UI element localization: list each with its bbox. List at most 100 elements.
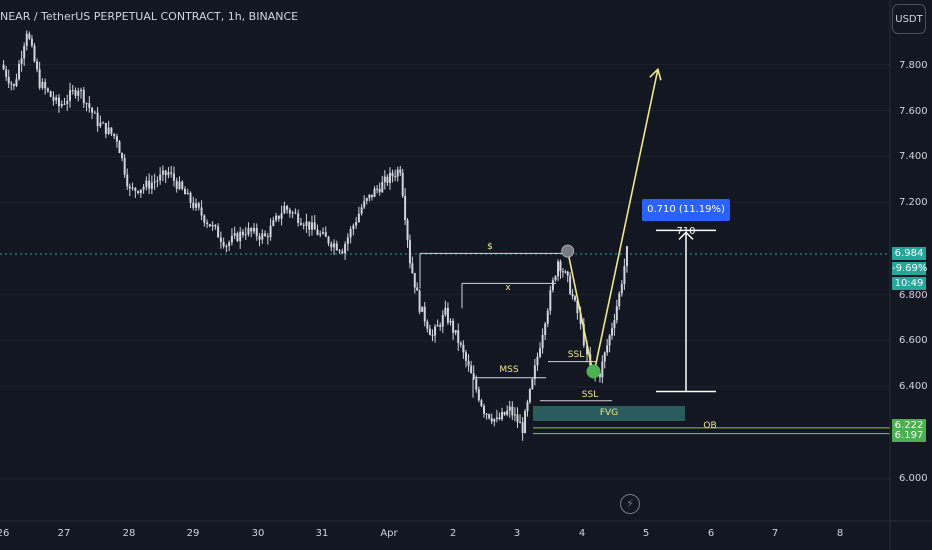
candle-body xyxy=(579,313,582,325)
candle-body xyxy=(288,209,291,214)
price-tick: 6.400 xyxy=(899,381,928,392)
candle-body xyxy=(513,414,516,416)
candle-body xyxy=(416,287,419,291)
projection-arrowhead xyxy=(649,67,662,81)
candle-body xyxy=(115,136,118,142)
candle-body xyxy=(131,187,134,189)
currency-button[interactable]: USDT xyxy=(892,4,926,34)
candle-body xyxy=(401,172,404,196)
price-tick: 6.000 xyxy=(899,473,928,484)
candle-body xyxy=(225,245,228,247)
candle-body xyxy=(462,344,465,353)
candle-body xyxy=(495,417,498,420)
candle-body xyxy=(546,310,549,324)
price-tick: 7.600 xyxy=(899,106,928,117)
candle-body xyxy=(46,88,49,92)
candle-body xyxy=(446,307,449,323)
ob-label: OB xyxy=(703,421,717,431)
candle-body xyxy=(208,224,211,227)
candle-body xyxy=(506,410,509,415)
candle-body xyxy=(219,237,222,242)
candle-body xyxy=(77,90,80,96)
candle-body xyxy=(203,215,206,223)
candle-body xyxy=(431,334,434,336)
dollar-label: $ xyxy=(487,242,493,252)
candle-body xyxy=(20,58,23,64)
candle-body xyxy=(598,373,601,378)
candle-body xyxy=(426,321,429,329)
measure-label[interactable]: 0.710 (11.19%) 710 xyxy=(642,199,730,237)
candle-body xyxy=(291,212,294,214)
candle-body xyxy=(610,328,613,336)
candle-body xyxy=(561,271,564,273)
candle-body xyxy=(434,326,437,336)
candle-body xyxy=(294,212,297,214)
candle-body xyxy=(269,225,272,238)
candle-body xyxy=(113,133,116,137)
date-tick: 5 xyxy=(642,528,650,539)
candle-body xyxy=(373,188,376,197)
candle-body xyxy=(52,96,55,101)
candle-body xyxy=(156,180,159,182)
candle-body xyxy=(36,61,39,70)
candle-body xyxy=(452,320,455,333)
candle-body xyxy=(488,414,491,419)
candle-body xyxy=(539,348,542,357)
candle-body xyxy=(184,188,186,195)
candle-body xyxy=(528,389,531,403)
candle-body xyxy=(413,273,416,288)
candle-body xyxy=(255,228,258,237)
candle-body xyxy=(258,236,261,240)
candle-body xyxy=(230,235,233,243)
candle-body xyxy=(5,69,8,77)
candle-body xyxy=(63,103,66,105)
candle-body xyxy=(118,141,121,154)
candle-body xyxy=(421,306,424,312)
candle-body xyxy=(483,405,485,414)
candle-body xyxy=(388,172,391,183)
countdown-badge: 10:49 xyxy=(892,277,926,290)
fvg-zone[interactable]: FVG xyxy=(533,406,685,421)
candle-body xyxy=(541,334,544,349)
lightning-icon[interactable]: ⚡ xyxy=(620,494,640,514)
candle-body xyxy=(250,228,253,232)
candle-body xyxy=(137,190,140,194)
candle-body xyxy=(391,172,394,177)
candle-body xyxy=(399,169,402,173)
measure-arrowhead xyxy=(678,231,694,240)
candle-body xyxy=(533,365,536,379)
mss-label: MSS xyxy=(499,365,519,375)
date-tick: 2 xyxy=(449,528,457,539)
projection-path[interactable] xyxy=(561,67,662,379)
date-tick: 8 xyxy=(836,528,844,539)
candle-body xyxy=(615,306,618,321)
candle-body xyxy=(277,215,280,219)
candle-body xyxy=(319,233,322,235)
candle-body xyxy=(363,200,366,208)
price-tick: 6.800 xyxy=(899,290,928,301)
candle-body xyxy=(441,314,444,327)
date-tick: 7 xyxy=(771,528,779,539)
candle-body xyxy=(355,222,358,226)
date-tick: 3 xyxy=(513,528,521,539)
candle-body xyxy=(526,402,529,412)
candle-body xyxy=(508,406,511,411)
candle-body xyxy=(305,221,308,226)
candle-body xyxy=(88,103,91,108)
candle-body xyxy=(107,127,110,134)
candle-body xyxy=(485,413,488,415)
candle-body xyxy=(23,45,26,59)
candle-body xyxy=(280,213,283,219)
date-tick: 31 xyxy=(315,528,329,539)
candle-body xyxy=(493,419,496,422)
candle-body xyxy=(236,233,239,242)
candle-body xyxy=(28,33,31,39)
candle-body xyxy=(324,232,327,237)
candle-body xyxy=(41,81,44,88)
date-tick: 30 xyxy=(251,528,265,539)
candle-body xyxy=(381,182,384,193)
measure-tool[interactable] xyxy=(656,229,716,393)
candle-body xyxy=(85,103,88,105)
candle-body xyxy=(623,266,626,285)
